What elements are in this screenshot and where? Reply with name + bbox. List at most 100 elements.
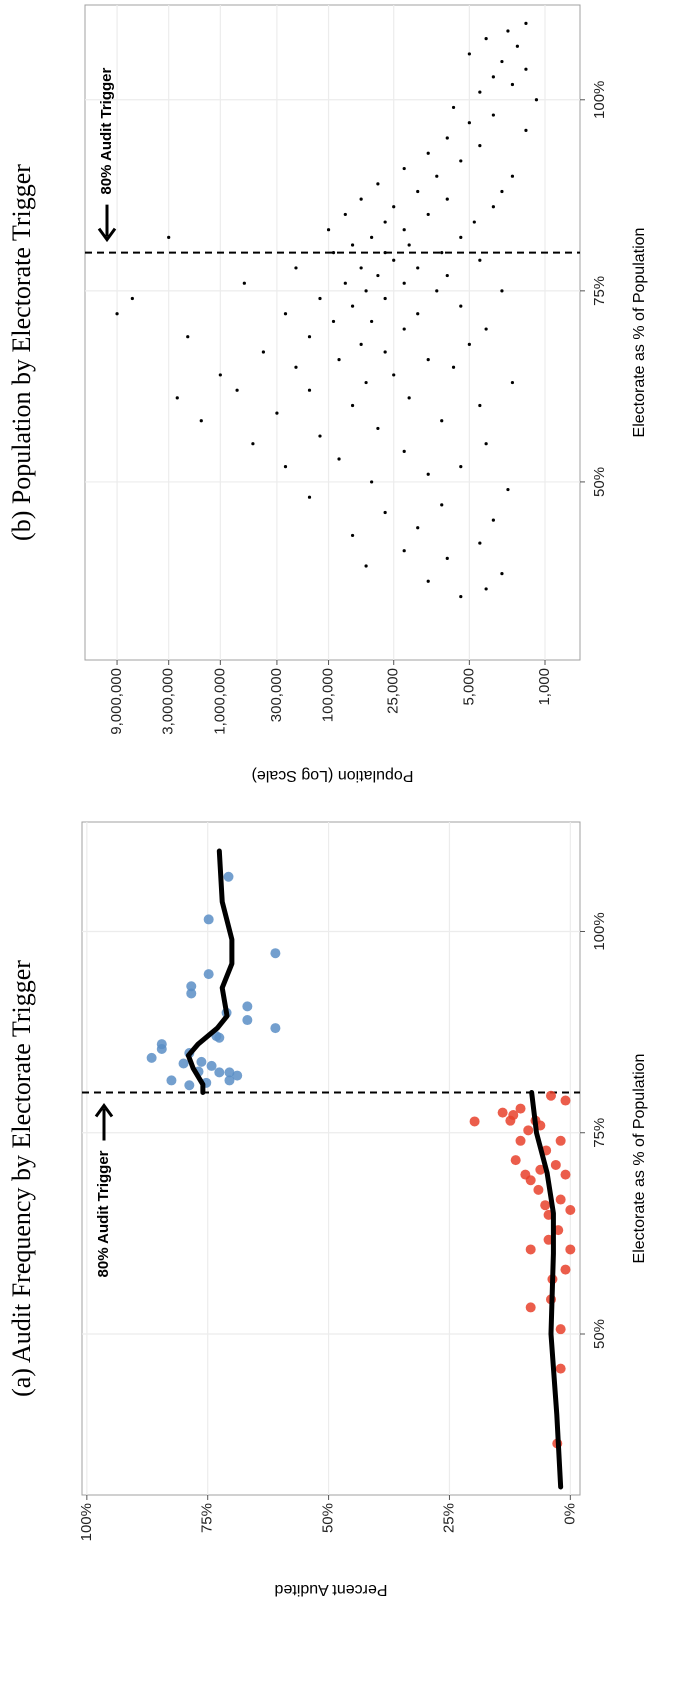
plot-background xyxy=(84,4,581,661)
data-point xyxy=(331,319,336,324)
data-point xyxy=(555,1135,566,1146)
y-tick-label: 50% xyxy=(320,1503,337,1533)
data-point xyxy=(364,380,368,385)
data-point xyxy=(520,1169,531,1180)
data-point xyxy=(359,266,363,270)
data-point xyxy=(416,526,420,530)
data-point xyxy=(307,495,312,499)
data-point xyxy=(156,1044,167,1055)
data-point xyxy=(294,266,298,270)
data-point xyxy=(364,289,368,293)
data-point xyxy=(350,304,355,308)
data-point xyxy=(370,319,374,324)
data-point xyxy=(224,1075,235,1086)
y-tick-label: 100% xyxy=(78,1503,95,1541)
data-point xyxy=(478,258,482,262)
y-tick-label: 0% xyxy=(561,1503,578,1525)
data-point xyxy=(326,228,331,232)
data-point xyxy=(523,1125,534,1136)
data-point xyxy=(478,541,482,545)
data-point xyxy=(235,388,239,392)
data-point xyxy=(459,235,463,239)
data-point xyxy=(307,388,312,392)
data-point xyxy=(525,1244,536,1255)
data-point xyxy=(343,212,347,217)
data-point xyxy=(251,442,255,446)
data-point xyxy=(510,82,515,87)
y-tick-label: 300,000 xyxy=(268,668,285,722)
data-point xyxy=(472,220,476,224)
data-point xyxy=(555,1363,566,1374)
data-point xyxy=(440,503,444,507)
data-point xyxy=(451,365,456,369)
annotation: 80% Audit Trigger xyxy=(98,68,115,195)
data-point xyxy=(318,296,322,301)
data-point xyxy=(515,1135,526,1146)
data-point xyxy=(445,556,449,560)
annotation: 80% Audit Trigger xyxy=(95,1150,112,1277)
data-point xyxy=(383,350,387,354)
data-point xyxy=(565,1244,576,1255)
data-point xyxy=(407,396,411,400)
data-point xyxy=(510,380,515,385)
data-point xyxy=(184,1080,195,1091)
data-point xyxy=(445,197,449,201)
data-point xyxy=(560,1264,571,1275)
data-point xyxy=(206,1060,217,1071)
data-point xyxy=(199,419,203,423)
data-point xyxy=(214,1067,225,1078)
data-point xyxy=(203,914,214,925)
data-point xyxy=(508,1110,519,1121)
data-point xyxy=(242,1015,253,1026)
y-tick-label: 5,000 xyxy=(460,668,477,706)
y-tick-label: 25,000 xyxy=(385,668,402,714)
data-point xyxy=(467,52,471,56)
data-point xyxy=(435,289,439,293)
data-point xyxy=(445,136,449,140)
data-point xyxy=(484,327,488,331)
data-point xyxy=(510,174,515,178)
data-point xyxy=(270,948,281,959)
data-point xyxy=(416,312,420,316)
data-point xyxy=(376,426,380,431)
y-axis-title: Percent Audited xyxy=(275,1581,388,1598)
chart-panel: 50% 75% 100% 0% 25% 50% 75% 100% 80% Audit Trigg… xyxy=(7,821,648,1598)
y-tick-label: 3,000,000 xyxy=(160,668,177,735)
data-point xyxy=(550,1159,561,1170)
data-point xyxy=(392,258,396,262)
data-point xyxy=(515,1103,526,1114)
data-point xyxy=(130,296,134,301)
data-point xyxy=(545,1090,556,1101)
data-point xyxy=(416,189,420,194)
data-point xyxy=(535,1164,546,1175)
x-axis-title: Electorate as % of Population xyxy=(631,228,648,438)
data-point xyxy=(383,251,387,255)
data-point xyxy=(392,205,396,209)
data-point xyxy=(459,159,463,163)
data-point xyxy=(540,1200,551,1211)
data-point xyxy=(232,1070,243,1081)
data-point xyxy=(478,144,482,148)
chart-title: (a) Audit Frequency by Electorate Trigge… xyxy=(7,960,36,1397)
data-point xyxy=(533,1184,544,1195)
data-point xyxy=(167,235,171,239)
data-point xyxy=(350,403,355,408)
data-point xyxy=(402,449,406,453)
data-point xyxy=(218,373,222,377)
data-point xyxy=(534,98,539,102)
data-point xyxy=(500,289,504,293)
arrow-head xyxy=(94,1102,114,1118)
data-point xyxy=(376,273,380,278)
data-point xyxy=(402,549,406,553)
data-point xyxy=(469,1116,480,1127)
data-point xyxy=(426,358,430,362)
data-point xyxy=(383,220,387,224)
data-point xyxy=(343,281,347,285)
x-tick-label: 75% xyxy=(591,1118,608,1148)
data-point xyxy=(178,1058,189,1069)
data-point xyxy=(565,1205,576,1216)
data-point xyxy=(186,981,197,992)
data-point xyxy=(435,174,439,178)
data-point xyxy=(459,304,463,308)
